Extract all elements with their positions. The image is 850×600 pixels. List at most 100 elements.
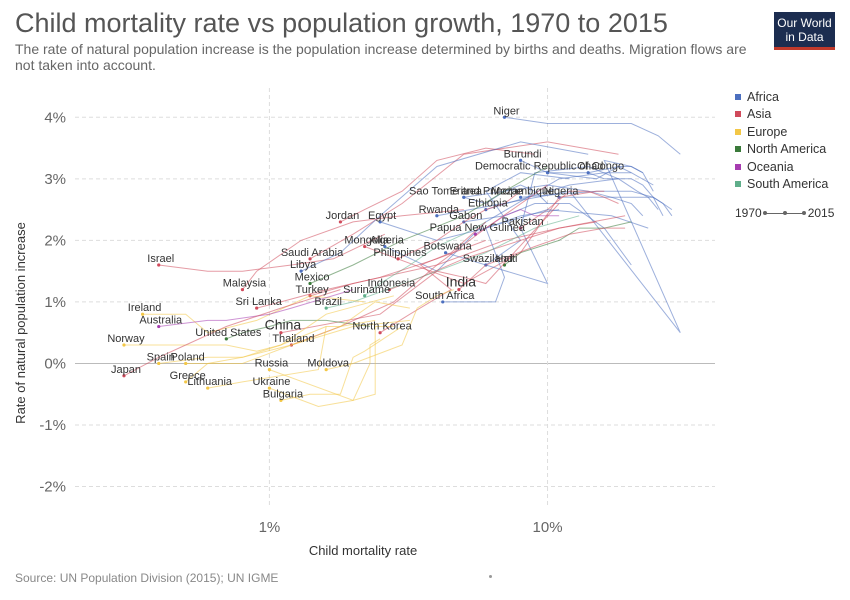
- country-label[interactable]: Nigeria: [544, 185, 580, 197]
- data-point[interactable]: [378, 331, 382, 335]
- country-label[interactable]: Suriname: [343, 284, 390, 296]
- country-label[interactable]: Eritrea: [450, 185, 483, 197]
- country-label[interactable]: Brazil: [314, 296, 342, 308]
- country-label[interactable]: Greece: [170, 370, 206, 382]
- trajectory-ukraine[interactable]: [269, 338, 381, 408]
- data-point[interactable]: [299, 269, 303, 273]
- country-label[interactable]: Mexico: [295, 271, 330, 283]
- data-point[interactable]: [324, 306, 328, 310]
- country-label[interactable]: Papua New Guinea: [430, 222, 526, 234]
- trajectory-philippines[interactable]: [397, 190, 521, 260]
- trajectory-china[interactable]: [280, 203, 560, 334]
- trajectory-israel[interactable]: [158, 233, 386, 272]
- trajectory-japan[interactable]: [123, 289, 341, 377]
- country-label[interactable]: Niger: [493, 105, 520, 117]
- legend-item-oceania[interactable]: Oceania: [735, 158, 828, 176]
- trajectory-australia[interactable]: [158, 289, 354, 327]
- data-point[interactable]: [184, 380, 188, 384]
- data-point[interactable]: [462, 195, 466, 199]
- data-point[interactable]: [545, 171, 550, 175]
- country-label[interactable]: North Korea: [352, 321, 412, 333]
- country-label[interactable]: Thailand: [272, 333, 314, 345]
- data-point[interactable]: [255, 306, 259, 310]
- country-label[interactable]: Moldova: [307, 358, 349, 370]
- trajectory-poland[interactable]: [185, 301, 410, 364]
- legend-item-south-america[interactable]: South America: [735, 176, 828, 194]
- country-label[interactable]: Malaysia: [223, 278, 267, 290]
- country-label[interactable]: Ethiopia: [468, 198, 509, 210]
- trajectory-rwanda[interactable]: [436, 159, 681, 334]
- legend-item-europe[interactable]: Europe: [735, 123, 828, 141]
- country-label[interactable]: Bulgaria: [263, 388, 304, 400]
- trajectory-democratic-republic-of-congo[interactable]: [547, 166, 654, 192]
- data-point[interactable]: [267, 386, 272, 390]
- country-label[interactable]: Algeria: [370, 235, 405, 247]
- data-point[interactable]: [363, 294, 367, 298]
- country-label[interactable]: Russia: [255, 358, 290, 370]
- legend-item-north-america[interactable]: North America: [735, 141, 828, 159]
- country-label[interactable]: Pakistan: [501, 216, 543, 228]
- trajectory-sri-lanka[interactable]: [256, 239, 486, 309]
- owid-logo[interactable]: Our World in Data: [774, 12, 835, 50]
- data-point[interactable]: [122, 374, 126, 378]
- timeline-control[interactable]: 1970 2015: [735, 206, 834, 220]
- country-label[interactable]: Ireland: [128, 302, 162, 314]
- trajectory-gabon[interactable]: [463, 203, 632, 266]
- data-point[interactable]: [157, 263, 161, 267]
- data-point[interactable]: [157, 361, 161, 366]
- country-label[interactable]: Mozambique: [491, 185, 554, 197]
- data-point[interactable]: [586, 171, 590, 175]
- country-label[interactable]: Rwanda: [419, 204, 460, 216]
- data-point[interactable]: [518, 195, 523, 199]
- data-point[interactable]: [363, 244, 367, 249]
- trajectory-united-states[interactable]: [226, 319, 371, 340]
- country-label[interactable]: Turkey: [295, 284, 329, 296]
- trajectory-malaysia[interactable]: [242, 209, 464, 290]
- data-point[interactable]: [184, 361, 188, 366]
- country-label[interactable]: Mongolia: [344, 235, 390, 247]
- country-label[interactable]: Poland: [171, 351, 205, 363]
- trajectory-spain[interactable]: [158, 295, 394, 364]
- data-point[interactable]: [224, 337, 228, 341]
- data-point[interactable]: [308, 281, 312, 286]
- country-label[interactable]: Philippines: [373, 247, 427, 259]
- country-label[interactable]: Israel: [147, 253, 174, 265]
- country-label[interactable]: Indonesia: [368, 278, 417, 290]
- data-point[interactable]: [378, 220, 382, 224]
- country-label[interactable]: Haiti: [495, 253, 517, 265]
- country-label[interactable]: South Africa: [415, 290, 475, 302]
- trajectory-north-korea[interactable]: [379, 221, 487, 334]
- country-label[interactable]: Sri Lanka: [235, 296, 282, 308]
- country-label[interactable]: Swaziland: [463, 253, 513, 265]
- data-point[interactable]: [518, 158, 523, 162]
- country-label[interactable]: Botswana: [423, 241, 472, 253]
- country-label[interactable]: Burundi: [504, 148, 542, 160]
- trajectory-jordan[interactable]: [340, 147, 535, 223]
- data-point[interactable]: [457, 288, 461, 292]
- trajectory-greece[interactable]: [185, 319, 410, 383]
- country-label[interactable]: Democratic Republic of Congo: [475, 161, 624, 173]
- data-point[interactable]: [140, 312, 145, 316]
- data-point[interactable]: [396, 257, 400, 261]
- country-label[interactable]: Lithuania: [187, 376, 233, 388]
- trajectory-bulgaria[interactable]: [280, 326, 403, 401]
- trajectory-brazil[interactable]: [326, 215, 580, 309]
- trajectory-ireland[interactable]: [142, 295, 365, 334]
- data-point[interactable]: [443, 251, 448, 255]
- country-label[interactable]: Japan: [111, 364, 141, 376]
- country-label[interactable]: United States: [195, 327, 262, 339]
- data-point[interactable]: [324, 368, 328, 372]
- trajectory-niger[interactable]: [504, 116, 681, 155]
- data-point[interactable]: [435, 214, 439, 218]
- trajectory-ethiopia[interactable]: [485, 178, 659, 211]
- data-point[interactable]: [279, 398, 283, 402]
- data-point[interactable]: [122, 343, 126, 347]
- country-label[interactable]: Libya: [290, 259, 317, 271]
- country-label[interactable]: Jordan: [326, 210, 360, 222]
- trajectory-swaziland[interactable]: [485, 165, 619, 285]
- trajectory-sao-tome-and-principe[interactable]: [463, 184, 548, 205]
- data-point[interactable]: [308, 257, 312, 261]
- trajectory-moldova[interactable]: [326, 289, 454, 371]
- data-point[interactable]: [502, 115, 507, 119]
